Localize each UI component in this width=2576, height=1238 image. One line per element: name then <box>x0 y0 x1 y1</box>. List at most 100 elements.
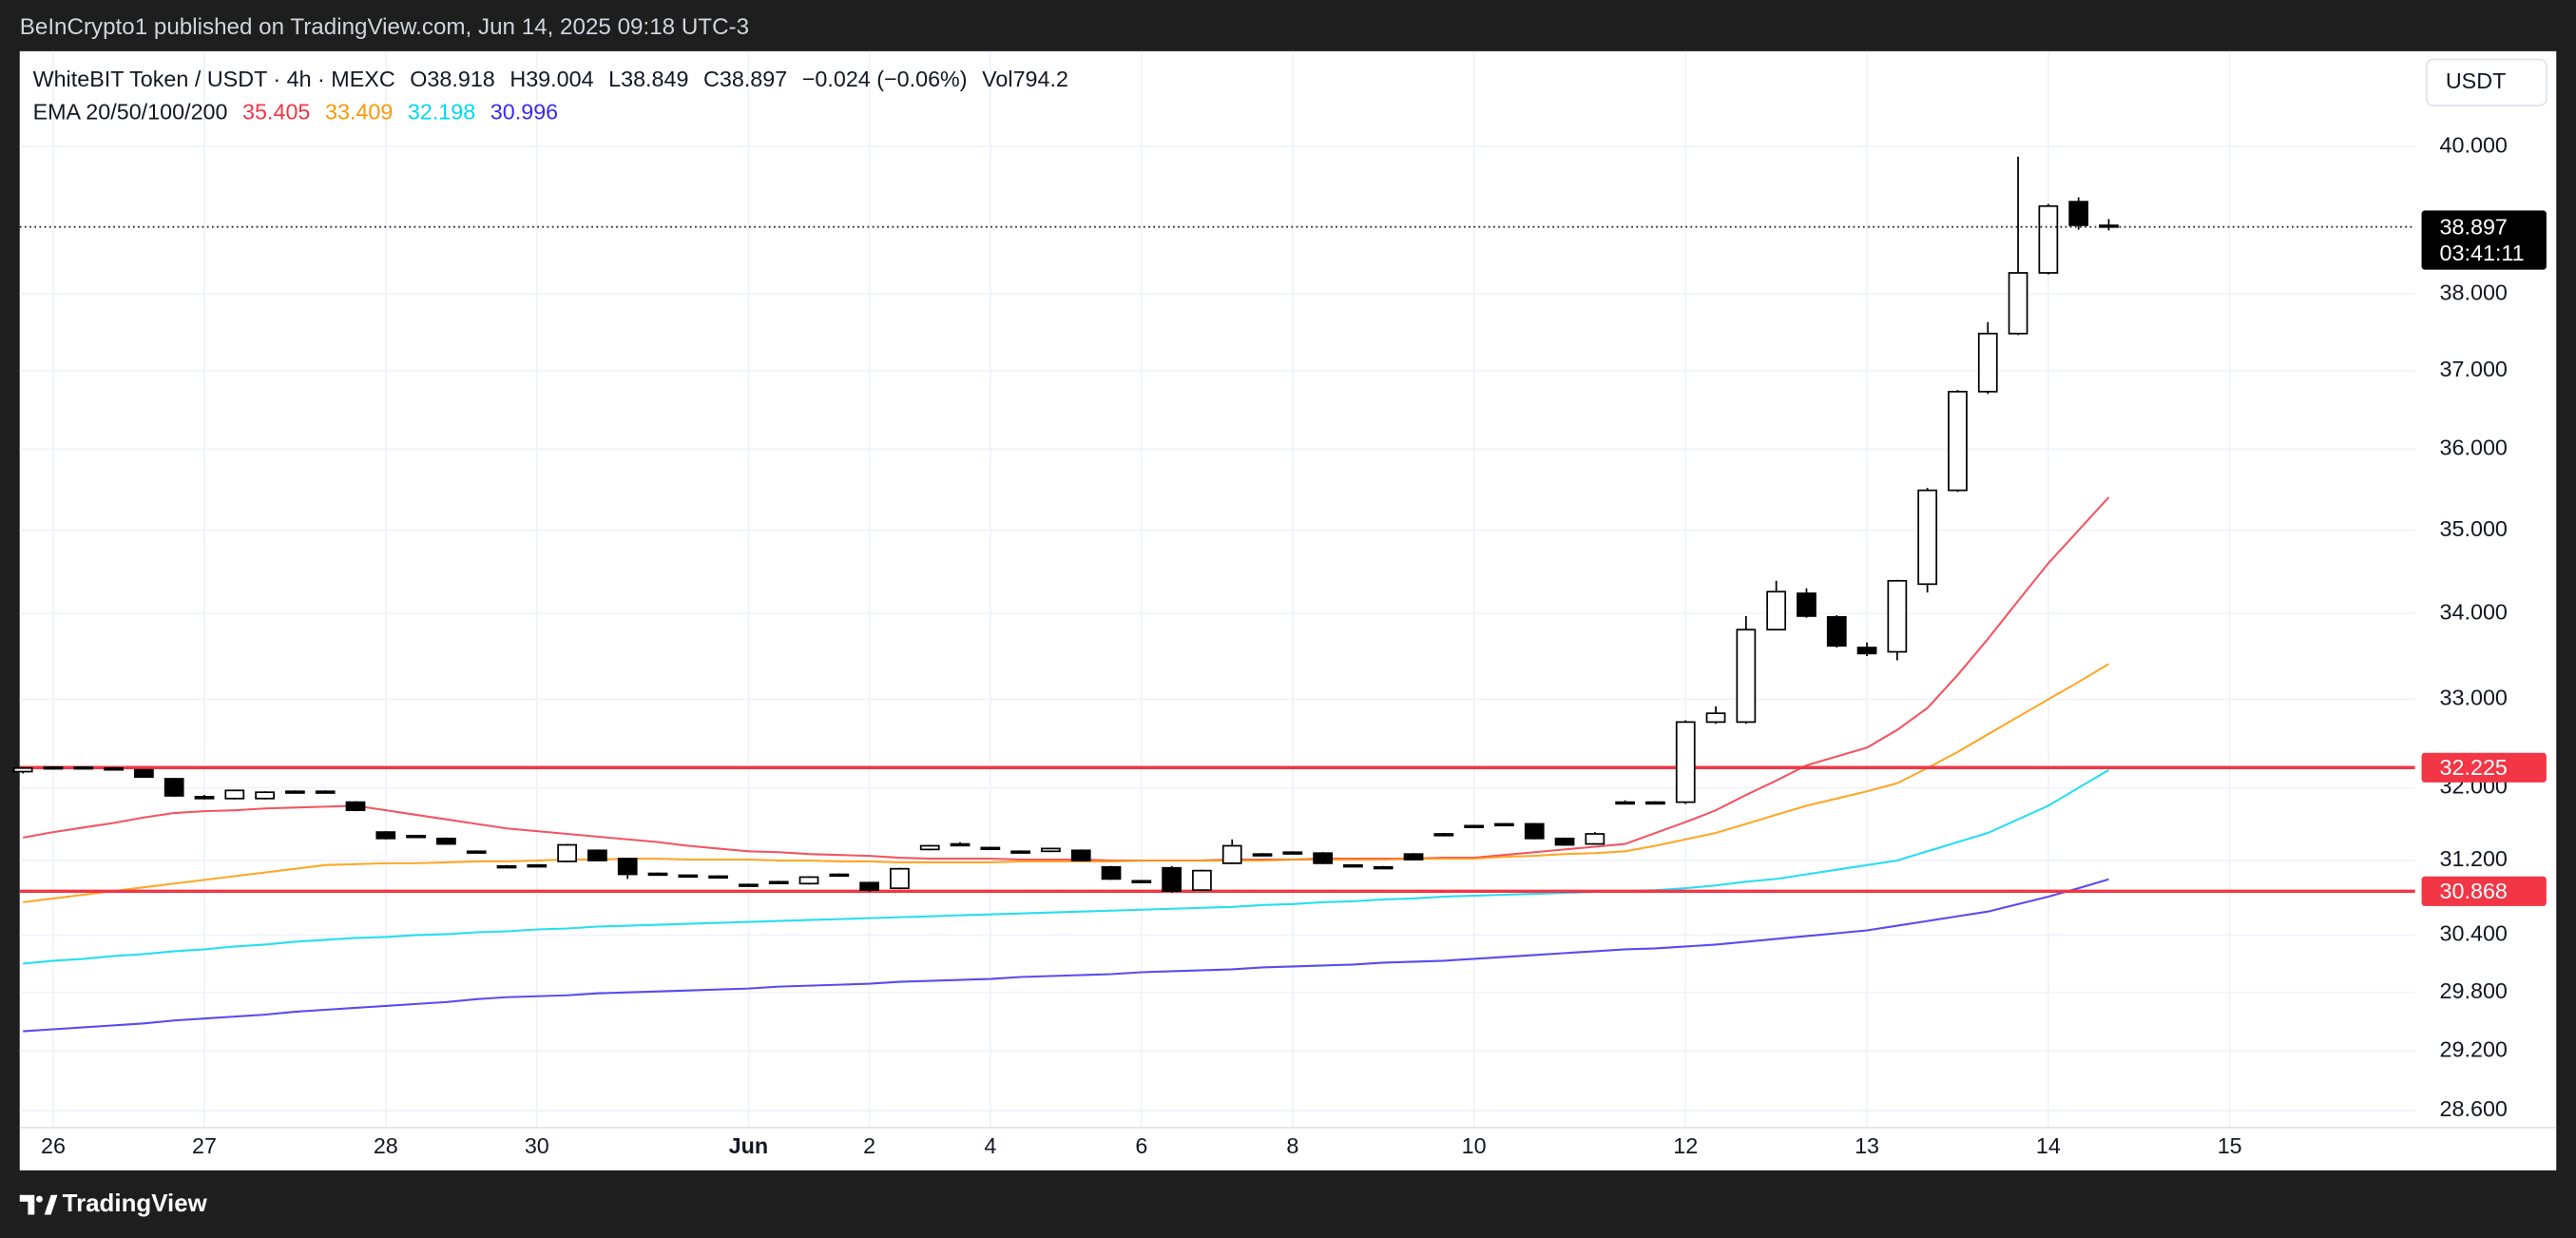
x-tick-label: 6 <box>1135 1133 1147 1158</box>
candle-body <box>224 789 245 800</box>
legend-text: 38.897 <box>720 67 787 91</box>
x-tick-label: 30 <box>525 1133 549 1158</box>
y-tick-label: 30.400 <box>2440 921 2508 946</box>
candle-body <box>950 842 971 847</box>
candle-body <box>1162 866 1182 892</box>
candle-body <box>647 872 668 877</box>
candle-body <box>1615 801 1636 805</box>
x-tick-label: 12 <box>1673 1133 1698 1158</box>
ema-line <box>23 878 2109 1033</box>
y-tick-label: 29.200 <box>2440 1036 2508 1061</box>
candle-body <box>1736 629 1757 724</box>
legend-text: Vol <box>982 67 1012 91</box>
candle-body <box>466 850 487 854</box>
candle-body <box>1585 833 1605 845</box>
candle-body <box>1917 489 1938 586</box>
candle-body <box>2068 201 2089 226</box>
candle-body <box>1101 865 1122 880</box>
candle-body <box>1373 865 1394 870</box>
candle-body <box>617 858 638 876</box>
level-label-box <box>2421 752 2547 783</box>
countdown: 03:41:11 <box>2440 241 2525 265</box>
candle-body <box>134 768 154 779</box>
legend-value: 35.405 <box>242 100 310 125</box>
candle-body <box>980 846 1001 851</box>
published-note: BeInCrypto1 published on TradingView.com… <box>20 14 749 40</box>
candle-body <box>919 844 940 851</box>
x-tick-label: 2 <box>863 1133 875 1158</box>
x-tick-label: 10 <box>1462 1133 1487 1158</box>
candle-body <box>406 835 426 839</box>
ema-line <box>23 496 2110 862</box>
candle-body <box>1403 853 1424 861</box>
x-tick-label: 8 <box>1286 1133 1298 1158</box>
y-tick-label: 35.000 <box>2440 516 2508 541</box>
candle-body <box>1433 833 1454 837</box>
candle-body <box>315 790 336 794</box>
y-tick-label: 37.000 <box>2440 357 2508 381</box>
level-label: 32.225 <box>2440 755 2508 780</box>
y-tick-label: 28.600 <box>2440 1096 2508 1121</box>
currency[interactable]: USDT <box>2446 68 2507 93</box>
candle-body <box>1766 590 1787 631</box>
candle-body <box>1856 647 1877 655</box>
x-tick-label: 15 <box>2218 1133 2242 1158</box>
candle-body <box>527 863 548 868</box>
price-label-box <box>2421 210 2547 270</box>
candle-body <box>557 843 577 862</box>
candle-body <box>104 766 124 771</box>
candle-body <box>1070 849 1091 861</box>
ema-line <box>23 768 2109 965</box>
chart-pane <box>19 50 2557 1170</box>
level-label: 30.868 <box>2440 879 2508 903</box>
legend-text: C <box>703 67 720 91</box>
candle-body <box>194 796 215 800</box>
legend-value: 30.996 <box>490 100 558 125</box>
y-tick-label: 29.800 <box>2440 978 2508 1003</box>
candle-body <box>1826 615 1847 648</box>
y-tick-label: 36.000 <box>2440 435 2508 460</box>
legend-text: −0.024 (−0.06%) <box>802 67 968 91</box>
candle-body <box>739 883 759 887</box>
candle-body <box>285 790 305 794</box>
legend-value: 32.198 <box>408 100 475 125</box>
candle-body <box>708 875 728 880</box>
candle-body <box>1131 880 1152 883</box>
currency-box[interactable] <box>2425 58 2547 106</box>
brand: TradingView <box>63 1190 208 1217</box>
ema-line <box>23 663 2109 903</box>
candle-body <box>1797 592 1817 617</box>
candle-body <box>798 876 819 885</box>
y-tick-label: 33.000 <box>2440 686 2508 710</box>
x-tick-label: 14 <box>2036 1133 2061 1158</box>
candle-body <box>768 880 789 884</box>
candle-body <box>12 766 33 773</box>
candle-body <box>345 801 366 812</box>
candle-body <box>1464 824 1485 828</box>
candle-body <box>255 791 275 800</box>
legend-text: L <box>608 67 621 91</box>
candle-body <box>1705 712 1726 724</box>
y-tick-label: 34.000 <box>2440 599 2508 624</box>
candle-body <box>163 778 184 797</box>
candle-body <box>678 874 699 879</box>
tradingview-logo <box>19 1194 58 1215</box>
candle-body <box>1494 822 1514 827</box>
candle-body <box>1041 847 1061 853</box>
x-tick-label: 4 <box>984 1133 996 1158</box>
x-tick-label: 28 <box>374 1133 398 1158</box>
candle-body <box>1645 801 1665 805</box>
legend-text: WhiteBIT Token / USDT · 4h · MEXC <box>33 67 395 91</box>
candle-body <box>1675 721 1696 803</box>
candle-body <box>2038 204 2059 274</box>
legend-text: 39.004 <box>526 67 593 91</box>
candle-body <box>436 837 456 845</box>
legend-text: 38.918 <box>427 67 494 91</box>
candle-body <box>1554 837 1575 846</box>
candle-body <box>587 849 607 861</box>
legend-text: 794.2 <box>1013 67 1068 91</box>
candle-body <box>1524 822 1545 840</box>
candle-body <box>859 881 879 891</box>
y-tick-label: 40.000 <box>2440 132 2508 157</box>
grid <box>19 50 2415 1128</box>
